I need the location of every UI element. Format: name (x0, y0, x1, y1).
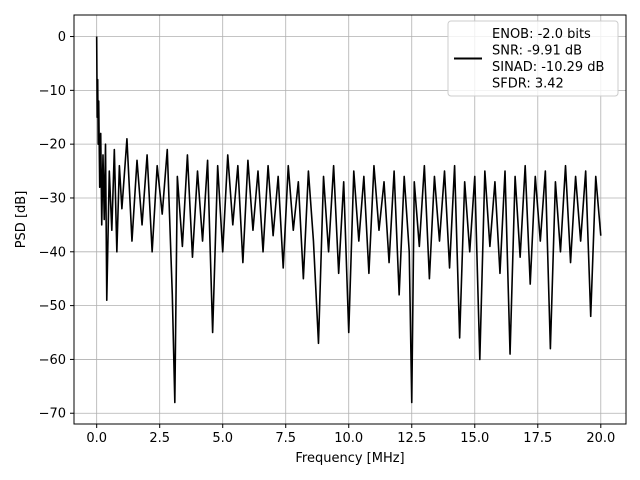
y-tick-label: −30 (39, 191, 66, 206)
legend-text-sfdr: SFDR: 3.42 (492, 77, 564, 92)
y-tick-label: −60 (39, 353, 66, 368)
x-tick-label: 17.5 (523, 431, 552, 446)
plot-frame (73, 14, 627, 425)
x-tick-label: 2.5 (149, 431, 170, 446)
x-axis-label: Frequency [MHz] (295, 451, 404, 466)
x-tick-label: 20.0 (586, 431, 615, 446)
legend-text-snr: SNR: -9.91 dB (492, 44, 582, 59)
y-tick-label: −70 (39, 407, 66, 422)
legend-text-enob: ENOB: -2.0 bits (492, 27, 591, 42)
y-tick-label: −40 (39, 245, 66, 260)
y-tick-label: 0 (58, 30, 66, 45)
legend-box (447, 20, 619, 97)
y-axis-label: PSD [dB] (14, 191, 29, 249)
psd-line-0 (95, 36, 602, 404)
x-tick-label: 0.0 (86, 431, 107, 446)
x-tick-label: 12.5 (397, 431, 426, 446)
x-tick-label: 5.0 (212, 431, 233, 446)
x-tick-label: 15.0 (460, 431, 489, 446)
y-tick-label: −20 (39, 138, 66, 153)
psd-series (95, 36, 602, 404)
x-tick-label: 10.0 (334, 431, 363, 446)
legend-text-sinad: SINAD: -10.29 dB (492, 60, 604, 75)
y-tick-label: −10 (39, 84, 66, 99)
y-axis-ticks: 0 −10 −20 −30 −40 −50 −60 −70 (39, 30, 74, 422)
x-tick-label: 7.5 (275, 431, 296, 446)
y-tick-label: −50 (39, 299, 66, 314)
legend: ENOB: -2.0 bits SNR: -9.91 dB SINAD: -10… (447, 20, 619, 97)
x-axis-ticks: 0.0 2.5 5.0 7.5 10.0 12.5 15.0 17.5 20.0 (86, 424, 615, 446)
